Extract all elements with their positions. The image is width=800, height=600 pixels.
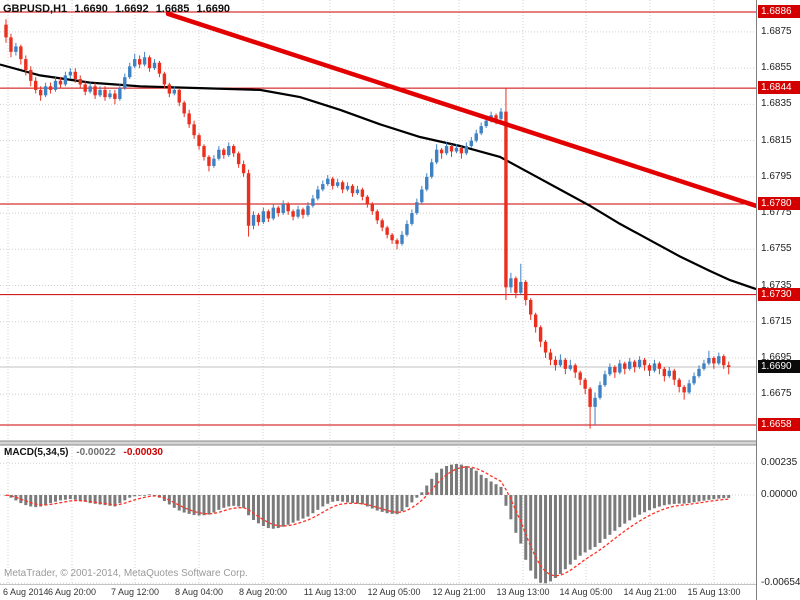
level-price-badge[interactable]: 1.6886 <box>758 5 800 18</box>
price-tick-label: 1.6875 <box>761 25 792 37</box>
price-tick-label: 1.6675 <box>761 388 792 400</box>
level-price-badge[interactable]: 1.6844 <box>758 81 800 95</box>
ohlc-header: GBPUSD,H1 1.6690 1.6692 1.6685 1.6690 <box>3 3 230 15</box>
price-tick-label: 1.6755 <box>761 243 792 255</box>
macd-signal-value: -0.00030 <box>123 447 163 458</box>
macd-signal-line <box>5 466 729 577</box>
macd-tick-label: -0.00654 <box>761 577 800 589</box>
trendline[interactable] <box>165 11 759 209</box>
open-value: 1.6690 <box>74 3 108 15</box>
price-axis: 1.6875 1.6855 1.6835 1.6815 1.6795 1.6775 1.67… <box>756 0 800 600</box>
price-tick-label: 1.6715 <box>761 315 792 327</box>
symbol-timeframe-label: GBPUSD,H1 <box>3 3 68 15</box>
macd-name: MACD(5,34,5) <box>4 447 69 458</box>
current-price-badge: 1.6690 <box>758 360 800 374</box>
time-tick-label: 14 Aug 05:00 <box>559 587 613 597</box>
macd-tick-label: 0.00235 <box>761 457 798 469</box>
time-tick-label: 14 Aug 21:00 <box>623 587 677 597</box>
price-tick-label: 1.6795 <box>761 170 792 182</box>
time-tick-label: 11 Aug 13:00 <box>303 587 357 597</box>
time-tick-label: 7 Aug 12:00 <box>110 587 160 597</box>
price-tick-label: 1.6835 <box>761 98 792 110</box>
macd-tick-label: 0.00000 <box>761 489 798 500</box>
time-tick-label: 8 Aug 20:00 <box>238 587 288 597</box>
macd-indicator-label: MACD(5,34,5) -0.00022 -0.00030 <box>4 447 163 458</box>
level-price-badge[interactable]: 1.6730 <box>758 287 800 301</box>
macd-main-value: -0.00022 <box>76 447 116 458</box>
low-value: 1.6685 <box>155 3 190 15</box>
price-tick-label: 1.6775 <box>761 207 792 219</box>
time-axis: 6 Aug 2014 6 Aug 20:00 7 Aug 12:00 8 Aug 04… <box>0 585 756 600</box>
time-tick-label: 6 Aug 20:00 <box>47 587 97 597</box>
time-tick-label: 15 Aug 13:00 <box>687 587 741 597</box>
macd-histogram <box>4 463 731 584</box>
candles-series <box>4 19 731 429</box>
price-tick-label: 1.6855 <box>761 62 792 74</box>
copyright-label: MetaTrader, © 2001-2014, MetaQuotes Soft… <box>4 568 248 579</box>
price-tick-label: 1.6735 <box>761 279 792 291</box>
close-value: 1.6690 <box>196 3 231 15</box>
time-tick-label: 12 Aug 21:00 <box>432 587 486 597</box>
level-price-badge[interactable]: 1.6780 <box>758 197 800 210</box>
time-tick-label: 12 Aug 05:00 <box>367 587 421 597</box>
pane-separators <box>0 440 800 586</box>
time-tick-label: 8 Aug 04:00 <box>174 587 224 597</box>
price-tick-label: 1.6695 <box>761 351 792 363</box>
high-value: 1.6692 <box>114 3 149 15</box>
moving-average-line <box>0 63 757 291</box>
time-tick-label: 6 Aug 2014 <box>3 587 49 597</box>
price-tick-label: 1.6815 <box>761 134 792 146</box>
level-price-badge[interactable]: 1.6658 <box>758 417 800 431</box>
time-tick-label: 13 Aug 13:00 <box>496 587 550 597</box>
